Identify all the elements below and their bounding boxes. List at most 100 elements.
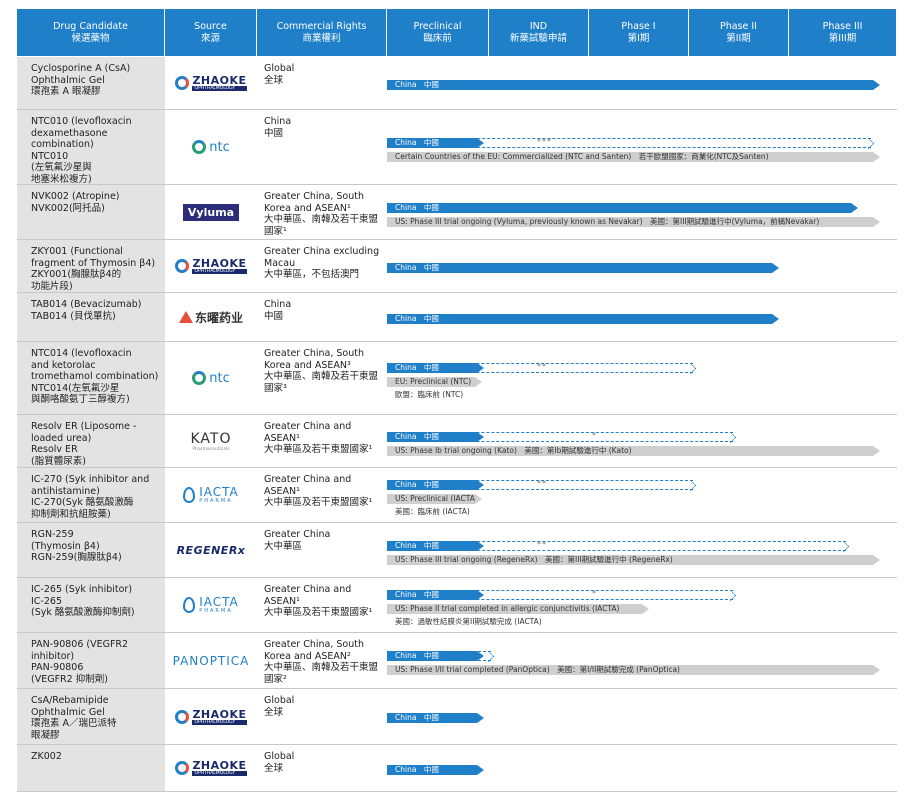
zhaoke-name: ZHAOKE	[192, 74, 247, 87]
commercial-rights-cell: Global 全球	[257, 689, 387, 744]
dongyao-name: 东曜药业	[194, 310, 243, 325]
progress-arrow-icon	[477, 541, 484, 551]
progress-arrow-icon	[477, 651, 484, 661]
rights-line: 國家²	[264, 673, 287, 685]
timeline-cell: China 中國 * US: Phase II trial completed in…	[387, 578, 897, 632]
zhaoke-sub: OPHTHALMOLOGY	[192, 86, 247, 91]
overseas-status-note: 歐盟：臨床前 (NTC)	[395, 390, 464, 399]
rights-line: China	[264, 116, 292, 127]
zhaoke-logo-text: ZHAOKE OPHTHALMOLOGY	[192, 709, 247, 725]
drug-name-line: ZKY001 (Functional	[31, 246, 123, 257]
ntc-circle-icon	[192, 140, 207, 154]
source-cell: ZHAOKE OPHTHALMOLOGY	[165, 689, 257, 744]
progress-bar: China 中國	[387, 314, 779, 324]
header-col-zh: 第II期	[726, 32, 751, 44]
panoptica-logo: PANOPTICA	[172, 653, 250, 668]
rights-line: Greater China, South	[264, 191, 365, 202]
progress-bar-label: China 中國	[395, 590, 439, 599]
table-row: NTC010 (levofloxacin dexamethasone combina…	[17, 110, 897, 185]
rights-line: 中國	[264, 127, 284, 139]
drug-name-line: RGN-259(胸腺肽β4)	[31, 552, 122, 563]
overseas-arrow-icon	[873, 152, 880, 162]
header-col-0: Drug Candidate 候選藥物	[17, 9, 165, 56]
source-cell: Vyluma	[165, 185, 257, 239]
drug-name-line: Ophthalmic Gel	[31, 74, 105, 86]
rights-line: 大中華區、南韓及若干東盟	[264, 662, 379, 673]
drug-name-line: Ophthalmic Gel	[31, 706, 105, 718]
header-col-zh: 新藥試驗申請	[509, 32, 567, 44]
drug-candidate-cell: Resolv ER (Liposome - loaded urea) Resolv …	[17, 415, 165, 467]
drug-name-line: 功能片段)	[31, 280, 73, 292]
progress-arrow-icon	[772, 314, 779, 324]
table-row: NTC014 (levofloxacin and ketorolac trometh…	[17, 342, 897, 415]
drug-name-line: 地塞米松複方)	[31, 173, 92, 185]
rights-line: 大中華區，不包括澳門	[264, 269, 360, 280]
iacta-sub: PHARMA	[199, 498, 233, 504]
header-col-en: Source	[194, 20, 227, 32]
rights-line: 大中華區及若干東盟國家¹	[264, 607, 373, 618]
header-col-en: Preclinical	[413, 20, 462, 32]
rights-line: 全球	[264, 74, 284, 86]
header-col-en: Phase II	[720, 20, 757, 32]
overseas-status-bar: US: Preclinical (IACTA)	[387, 494, 482, 504]
commercial-rights-cell: Global 全球	[257, 57, 387, 109]
drug-name-line: TAB014 (Bevacizumab)	[31, 299, 142, 310]
drug-candidate-cell: ZK002	[17, 745, 165, 791]
table-row: RGN-259 (Thymosin β4) RGN-259(胸腺肽β4) REGENE…	[17, 523, 897, 578]
rights-line: 大中華區、南韓及若干東盟	[264, 371, 379, 382]
header-col-zh: 第I期	[627, 32, 650, 44]
overseas-status-bar: Certain Countries of the EU: Commerciali…	[387, 152, 880, 162]
drug-name-line: NTC010 (levofloxacin	[31, 116, 132, 127]
iacta-sub: PHARMA	[199, 608, 233, 614]
source-cell: KATO Pharmaceuticals	[165, 415, 257, 467]
zhaoke-logo: ZHAOKE OPHTHALMOLOGY	[175, 760, 247, 776]
header-col-zh: 臨床前	[423, 32, 452, 44]
rights-line: 國家¹	[264, 225, 287, 237]
zhaoke-ring-icon	[175, 709, 190, 724]
header-col-7: Phase III 第III期	[789, 9, 897, 56]
iacta-logo-text: IACTA PHARMA	[199, 486, 239, 504]
timeline-cell: China 中國	[387, 57, 897, 109]
drug-candidate-cell: NVK002 (Atropine) NVK002(阿托品)	[17, 185, 165, 239]
dashed-arrow-icon	[684, 362, 697, 375]
progress-arrow-icon	[772, 263, 779, 273]
drug-name-line: NTC010	[31, 150, 69, 162]
zhaoke-ring-icon	[175, 259, 190, 273]
zhaoke-ring-icon	[175, 76, 190, 90]
timeline-cell: China 中國 ** EU: Preclinical (NTC) 歐盟：臨床前 (N…	[387, 342, 897, 414]
overseas-arrow-icon	[873, 446, 880, 456]
rights-line: 中國	[264, 310, 284, 322]
overseas-status-bar: EU: Preclinical (NTC)	[387, 377, 482, 387]
ntc-name: ntc	[209, 370, 230, 386]
rights-line: Global	[264, 63, 295, 74]
drug-candidate-cell: ZKY001 (Functional fragment of Thymosin β…	[17, 240, 165, 292]
rights-line: 全球	[264, 762, 284, 774]
iacta-logo: IACTA PHARMA	[183, 486, 239, 504]
iacta-drop-icon	[183, 487, 196, 503]
drug-candidate-cell: Cyclosporine A (CsA) Ophthalmic Gel 環孢素 A …	[17, 57, 165, 109]
rights-line: Greater China excluding	[264, 246, 380, 257]
rights-line: Greater China, South	[264, 639, 365, 650]
drug-name-line: PAN-90806	[31, 662, 84, 673]
drug-candidate-cell: IC-270 (Syk inhibitor and antihistamine) I…	[17, 468, 165, 522]
table-row: PAN-90806 (VEGFR2 inhibitor) PAN-90806 (VEG…	[17, 633, 897, 689]
table-row: ZKY001 (Functional fragment of Thymosin β…	[17, 240, 897, 293]
progress-bar-label: China 中國	[395, 314, 439, 323]
drug-name-line: ZKY001(胸腺肽β4的	[31, 269, 122, 280]
drug-name-line: CsA/Rebamipide	[31, 695, 109, 706]
drug-name-line: PAN-90806 (VEGFR2	[31, 639, 129, 650]
progress-bar: China 中國	[387, 363, 484, 373]
drug-name-line: IC-265	[31, 595, 62, 607]
ntc-circle-icon	[192, 371, 207, 385]
table-row: IC-270 (Syk inhibitor and antihistamine) I…	[17, 468, 897, 523]
ntc-logo: ntc	[192, 140, 230, 155]
dashed-arrow-icon	[862, 137, 875, 150]
iacta-logo-text: IACTA PHARMA	[199, 596, 239, 614]
commercial-rights-cell: China 中國	[257, 293, 387, 341]
drug-name-line: IC-270(Syk 酪氨酸激酶	[31, 497, 134, 508]
progress-arrow-icon	[851, 203, 858, 213]
overseas-arrow-icon	[873, 555, 880, 565]
progress-arrow-icon	[873, 80, 880, 90]
dashed-arrow-icon	[684, 479, 697, 492]
drug-name-line: (左氧氟沙星與	[31, 162, 92, 173]
